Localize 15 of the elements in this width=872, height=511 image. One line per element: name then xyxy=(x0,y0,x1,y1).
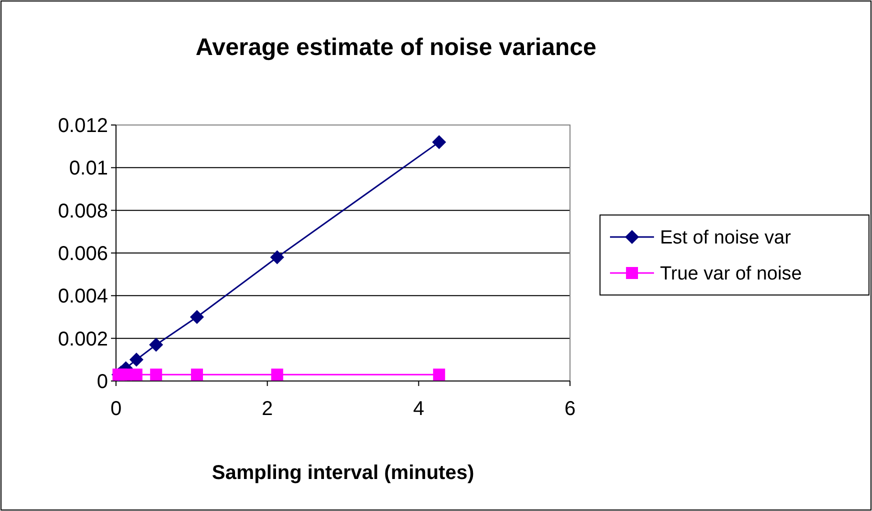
x-axis-title: Sampling interval (minutes) xyxy=(212,462,474,484)
y-tick-label: 0.008 xyxy=(58,200,108,222)
legend-label: Est of noise var xyxy=(660,228,792,249)
y-tick-label: 0.012 xyxy=(58,115,108,137)
legend-label: True var of noise xyxy=(660,264,802,285)
x-tick-label: 6 xyxy=(564,398,576,420)
y-tick-label: 0 xyxy=(96,371,108,393)
x-tick-label: 4 xyxy=(413,398,424,420)
y-tick-label: 0.004 xyxy=(58,286,108,308)
x-tick-label: 0 xyxy=(110,398,122,420)
y-tick-label: 0.01 xyxy=(69,158,108,180)
y-tick-label: 0.006 xyxy=(58,243,108,265)
chart-title: Average estimate of noise variance xyxy=(196,34,596,61)
x-tick-label: 2 xyxy=(262,398,273,420)
y-tick-label: 0.002 xyxy=(58,328,108,350)
